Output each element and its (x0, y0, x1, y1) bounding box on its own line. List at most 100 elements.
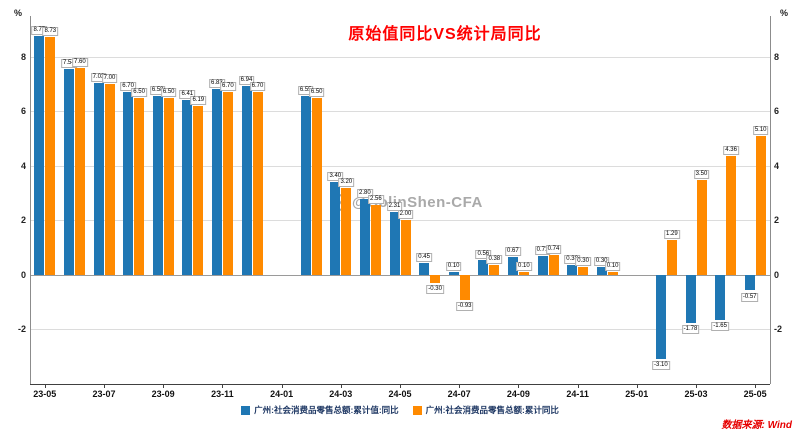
y-axis-unit-right: % (780, 8, 789, 18)
x-tick-mark (636, 384, 638, 388)
legend: 广州:社会消费品零售总额:累计值:同比 广州:社会消费品零售总额:累计同比 (0, 404, 800, 416)
bar-value-label: 6.94 (238, 75, 255, 85)
grid-line (30, 56, 770, 58)
bar-stats-bureau-yoy (134, 97, 145, 275)
data-source-note: 数据来源: Wind (721, 420, 792, 431)
grid-line (30, 165, 770, 167)
bar-stats-bureau-yoy (755, 135, 766, 275)
bar-original-yoy (419, 262, 430, 275)
bar-original-yoy (63, 69, 74, 275)
x-tick-label: 24-07 (447, 389, 471, 399)
bar-original-yoy (300, 96, 311, 275)
bar-stats-bureau-yoy (341, 187, 352, 275)
bar-stats-bureau-yoy (193, 106, 204, 275)
bar-stats-bureau-yoy (430, 274, 441, 284)
bar-value-label: 0.10 (604, 262, 621, 272)
bar-original-yoy (359, 198, 370, 275)
y-tick-label-right: 2 (774, 215, 780, 226)
bar-value-label: 1.29 (664, 229, 680, 239)
x-tick-label: 23-09 (151, 389, 175, 399)
bar-original-yoy (744, 274, 755, 291)
bar-value-label: 3.40 (327, 172, 344, 182)
watermark-text: @ColinShen-CFA (352, 194, 483, 211)
legend-swatch-orange (412, 405, 422, 415)
bar-value-label: -3.10 (652, 361, 670, 371)
bar-value-label: 0.30 (593, 256, 610, 266)
bar-value-label: 7.60 (72, 57, 88, 67)
x-tick-mark (44, 384, 46, 388)
bar-value-label: -0.57 (740, 292, 759, 302)
grid-line (30, 329, 770, 331)
bar-original-yoy (685, 274, 696, 324)
y-tick-label-right: 8 (774, 51, 780, 62)
bar-value-label: 2.56 (368, 195, 384, 205)
bar-original-yoy (537, 255, 548, 275)
x-tick-mark (577, 384, 579, 388)
y-axis-left-line (30, 16, 31, 384)
bar-original-yoy (448, 272, 459, 275)
bar-value-label: 0.38 (486, 254, 503, 264)
bar-value-label: 6.70 (220, 82, 236, 92)
bar-value-label: 2.31 (386, 201, 403, 211)
bar-value-label: 6.19 (190, 96, 207, 106)
bar-value-label: 6.50 (131, 87, 147, 97)
bar-value-label: 0.10 (516, 262, 532, 272)
bar-stats-bureau-yoy (666, 239, 677, 275)
x-tick-label: 23-11 (211, 389, 234, 399)
bar-value-label: 0.67 (505, 246, 521, 256)
x-tick-label: 24-03 (329, 389, 353, 399)
bar-original-yoy (715, 274, 726, 320)
bar-stats-bureau-yoy (163, 97, 174, 275)
bar-value-label: 7.00 (101, 74, 118, 84)
bar-original-yoy (123, 92, 134, 275)
bar-original-yoy (93, 83, 104, 275)
bar-original-yoy (241, 85, 252, 275)
legend-label: 广州:社会消费品零售总额:累计值:同比 (254, 405, 399, 415)
bar-stats-bureau-yoy (252, 92, 263, 275)
bar-stats-bureau-yoy (400, 220, 411, 275)
bar-original-yoy (389, 211, 400, 275)
bar-original-yoy (152, 95, 163, 275)
bar-original-yoy (182, 100, 193, 275)
y-tick-label-left: 8 (20, 51, 26, 62)
bar-stats-bureau-yoy (311, 97, 322, 275)
bar-value-label: 0.45 (416, 252, 432, 262)
y-tick-label-right: -2 (774, 324, 783, 335)
legend-item-original-yoy: 广州:社会消费品零售总额:累计值:同比 (241, 404, 399, 416)
bar-value-label: 4.36 (723, 146, 739, 156)
x-tick-mark (222, 384, 224, 388)
bar-stats-bureau-yoy (74, 67, 85, 275)
bar-stats-bureau-yoy (459, 274, 470, 301)
watermark: @ColinShen-CFA (330, 194, 483, 211)
bar-original-yoy (34, 35, 45, 275)
x-tick-label: 25-03 (684, 389, 708, 399)
x-tick-label: 25-01 (625, 389, 649, 399)
y-tick-label-left: 0 (20, 269, 26, 280)
y-tick-label-left: 4 (20, 160, 26, 171)
bar-value-label: 0.10 (445, 262, 462, 272)
bar-value-label: -1.65 (711, 321, 729, 331)
bar-value-label: 6.41 (179, 90, 196, 100)
bar-value-label: -0.93 (455, 302, 474, 312)
bar-value-label: -1.78 (681, 325, 700, 335)
x-tick-mark (340, 384, 342, 388)
bar-value-label: 0.56 (475, 249, 492, 259)
legend-label: 广州:社会消费品零售总额:累计同比 (425, 405, 559, 415)
x-tick-label: 24-09 (506, 389, 530, 399)
plot-area (30, 16, 770, 384)
x-tick-mark (696, 384, 697, 388)
bar-value-label: 6.50 (160, 87, 177, 97)
x-tick-mark (281, 384, 283, 388)
bar-value-label: 6.50 (308, 87, 325, 97)
bar-stats-bureau-yoy (518, 272, 529, 275)
y-tick-label-right: 0 (774, 269, 780, 280)
x-tick-mark (518, 384, 520, 388)
grid-line (30, 111, 770, 113)
bar-original-yoy (567, 264, 578, 275)
x-tick-label: 23-07 (92, 389, 116, 399)
bar-original-yoy (655, 274, 666, 360)
x-tick-label: 25-05 (743, 389, 767, 399)
x-tick-label: 23-05 (33, 389, 57, 399)
chart-title: 原始值同比VS统计局同比 (348, 26, 542, 43)
